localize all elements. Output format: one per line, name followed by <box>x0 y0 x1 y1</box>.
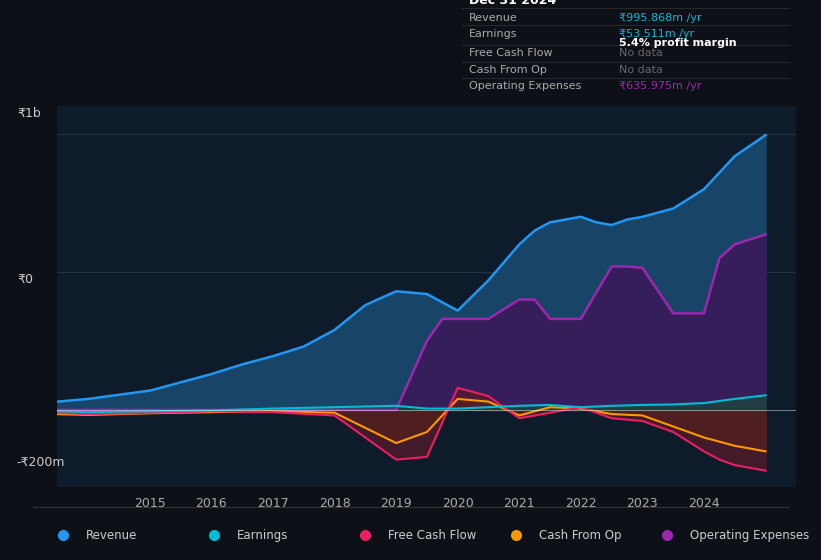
Text: ₹635.975m /yr: ₹635.975m /yr <box>619 81 702 91</box>
Text: ₹0: ₹0 <box>17 273 33 286</box>
Text: Earnings: Earnings <box>470 30 518 39</box>
Text: Revenue: Revenue <box>470 13 518 23</box>
Text: ₹53.511m /yr: ₹53.511m /yr <box>619 30 695 39</box>
Text: Free Cash Flow: Free Cash Flow <box>388 529 476 542</box>
Text: Cash From Op: Cash From Op <box>470 65 547 75</box>
Text: Cash From Op: Cash From Op <box>539 529 621 542</box>
Text: No data: No data <box>619 65 663 75</box>
Text: -₹200m: -₹200m <box>17 456 66 469</box>
Text: Dec 31 2024: Dec 31 2024 <box>470 0 557 7</box>
Text: Operating Expenses: Operating Expenses <box>690 529 810 542</box>
Text: ₹1b: ₹1b <box>17 106 40 119</box>
Text: Operating Expenses: Operating Expenses <box>470 81 581 91</box>
Text: Earnings: Earnings <box>236 529 288 542</box>
Text: ₹995.868m /yr: ₹995.868m /yr <box>619 13 702 23</box>
Text: 5.4% profit margin: 5.4% profit margin <box>619 38 736 48</box>
Text: No data: No data <box>619 48 663 58</box>
Text: Free Cash Flow: Free Cash Flow <box>470 48 553 58</box>
Text: Revenue: Revenue <box>85 529 137 542</box>
